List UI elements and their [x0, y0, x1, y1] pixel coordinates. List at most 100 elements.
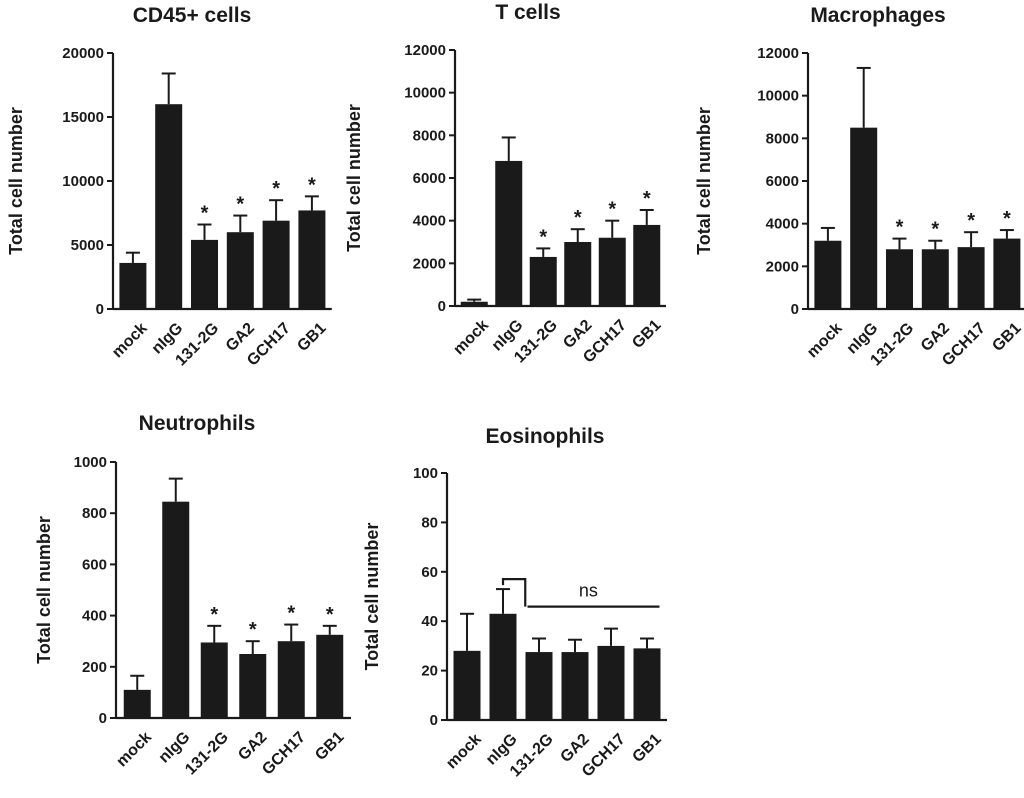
bar-gch17	[597, 645, 625, 720]
significance-marker: *	[210, 604, 218, 626]
bar-131-2g	[525, 652, 553, 720]
y-tick-label: 2000	[766, 258, 799, 275]
y-tick-label: 15000	[62, 109, 104, 126]
significance-marker: *	[574, 207, 582, 229]
y-tick-label: 20	[421, 663, 438, 680]
y-tick-label: 600	[82, 556, 107, 573]
significance-marker: *	[608, 199, 616, 221]
bar-nigg	[489, 613, 517, 720]
bar-gb1	[633, 648, 661, 720]
bar-gb1	[993, 238, 1021, 309]
bar-gch17	[277, 641, 305, 718]
bar-ga2	[564, 242, 592, 306]
y-axis-label: Total cell number	[6, 107, 26, 255]
y-tick-label: 800	[82, 505, 107, 522]
y-tick-label: 40	[421, 613, 438, 630]
significance-marker: *	[236, 194, 244, 216]
bar-gb1	[298, 210, 326, 309]
x-tick-label-mock: mock	[450, 317, 492, 359]
chart-title: Neutrophils	[139, 412, 256, 435]
significance-marker: *	[201, 203, 209, 225]
significance-marker: *	[272, 178, 280, 200]
y-tick-label: 1000	[74, 454, 107, 471]
significance-marker: *	[1003, 208, 1011, 230]
y-tick-label: 20000	[62, 45, 104, 62]
y-tick-label: 400	[82, 608, 107, 625]
y-tick-label: 60	[421, 564, 438, 581]
y-tick-label: 5000	[71, 237, 104, 254]
y-tick-label: 12000	[404, 42, 446, 59]
y-tick-label: 4000	[766, 216, 799, 233]
bar-mock	[119, 262, 147, 309]
x-tick-label-gb1: GB1	[629, 317, 664, 352]
chart-title: CD45+ cells	[133, 4, 252, 27]
significance-marker: *	[287, 603, 295, 625]
y-tick-label: 0	[99, 710, 107, 727]
panel-cd45-cells: CD45+ cells Total cell number 0 5000 10000 15…	[6, 4, 332, 369]
bar-ga2	[239, 654, 267, 718]
bar-131-2g	[191, 239, 218, 309]
y-axis-label: Total cell number	[694, 107, 714, 255]
y-axis-label: Total cell number	[362, 523, 382, 671]
y-tick-label: 4000	[413, 213, 446, 230]
bar-nigg	[495, 160, 523, 306]
bar-ga2	[561, 652, 589, 720]
significance-marker: *	[931, 219, 939, 241]
y-tick-label: 80	[421, 514, 438, 531]
x-tick-label-mock: mock	[804, 320, 846, 362]
x-tick-label-gb1: GB1	[989, 320, 1024, 355]
bar-gch17	[598, 237, 626, 306]
y-tick-label: 0	[96, 301, 104, 318]
bar-gb1	[633, 224, 661, 306]
y-tick-label: 0	[438, 298, 446, 315]
bar-gch17	[957, 247, 985, 309]
y-tick-label: 200	[82, 659, 107, 676]
significance-marker: *	[896, 217, 904, 239]
y-axis-label: Total cell number	[34, 516, 54, 664]
panel-neutrophils: Neutrophils Total cell number 0 200 400 600 80…	[34, 412, 351, 778]
x-tick-label-131-2g: 131-2G	[182, 729, 232, 779]
y-tick-label: 100	[413, 465, 438, 482]
x-tick-label-mock: mock	[109, 320, 151, 362]
comparison-bracket	[501, 577, 527, 607]
y-tick-label: 6000	[413, 170, 446, 187]
x-tick-label-mock: mock	[443, 731, 485, 773]
significance-marker: *	[967, 210, 975, 232]
bar-mock	[460, 301, 488, 306]
significance-marker: *	[249, 619, 257, 641]
y-tick-label: 0	[430, 712, 438, 729]
y-tick-label: 12000	[757, 45, 799, 62]
bar-mock	[123, 689, 151, 718]
bar-ga2	[226, 232, 254, 309]
y-axis-label: Total cell number	[344, 104, 364, 252]
y-tick-label: 8000	[766, 130, 799, 147]
significance-marker: *	[539, 226, 547, 248]
significance-marker: *	[643, 188, 651, 210]
y-tick-label: 6000	[766, 173, 799, 190]
bar-131-2g	[200, 642, 228, 718]
comparison-label: ns	[579, 581, 598, 601]
chart-title: T cells	[495, 1, 560, 24]
chart-title: Macrophages	[810, 4, 945, 27]
chart-title: Eosinophils	[485, 425, 604, 448]
panel-t-cells: T cells Total cell number 0 2000 4000 6000 800…	[344, 1, 666, 366]
bar-nigg	[155, 104, 183, 309]
significance-marker: *	[308, 174, 316, 196]
significance-marker: *	[326, 604, 334, 626]
x-tick-label-gch17: GCH17	[259, 729, 309, 779]
bar-131-2g	[529, 256, 557, 306]
y-tick-label: 10000	[404, 85, 446, 102]
x-tick-label-gb1: GB1	[629, 731, 664, 766]
x-tick-label-ga2: GA2	[235, 729, 270, 764]
bar-nigg	[162, 501, 190, 718]
y-tick-label: 2000	[413, 255, 446, 272]
bar-ga2	[921, 249, 949, 309]
bar-nigg	[850, 127, 878, 310]
panel-macrophages: Macrophages Total cell number 0 2000 4000 600…	[694, 4, 1024, 369]
bar-131-2g	[886, 249, 913, 309]
panel-eosinophils: Eosinophils Total cell number 0 20 40 60 80 100…	[362, 425, 667, 780]
y-tick-label: 10000	[757, 88, 799, 105]
bar-gch17	[262, 220, 290, 309]
